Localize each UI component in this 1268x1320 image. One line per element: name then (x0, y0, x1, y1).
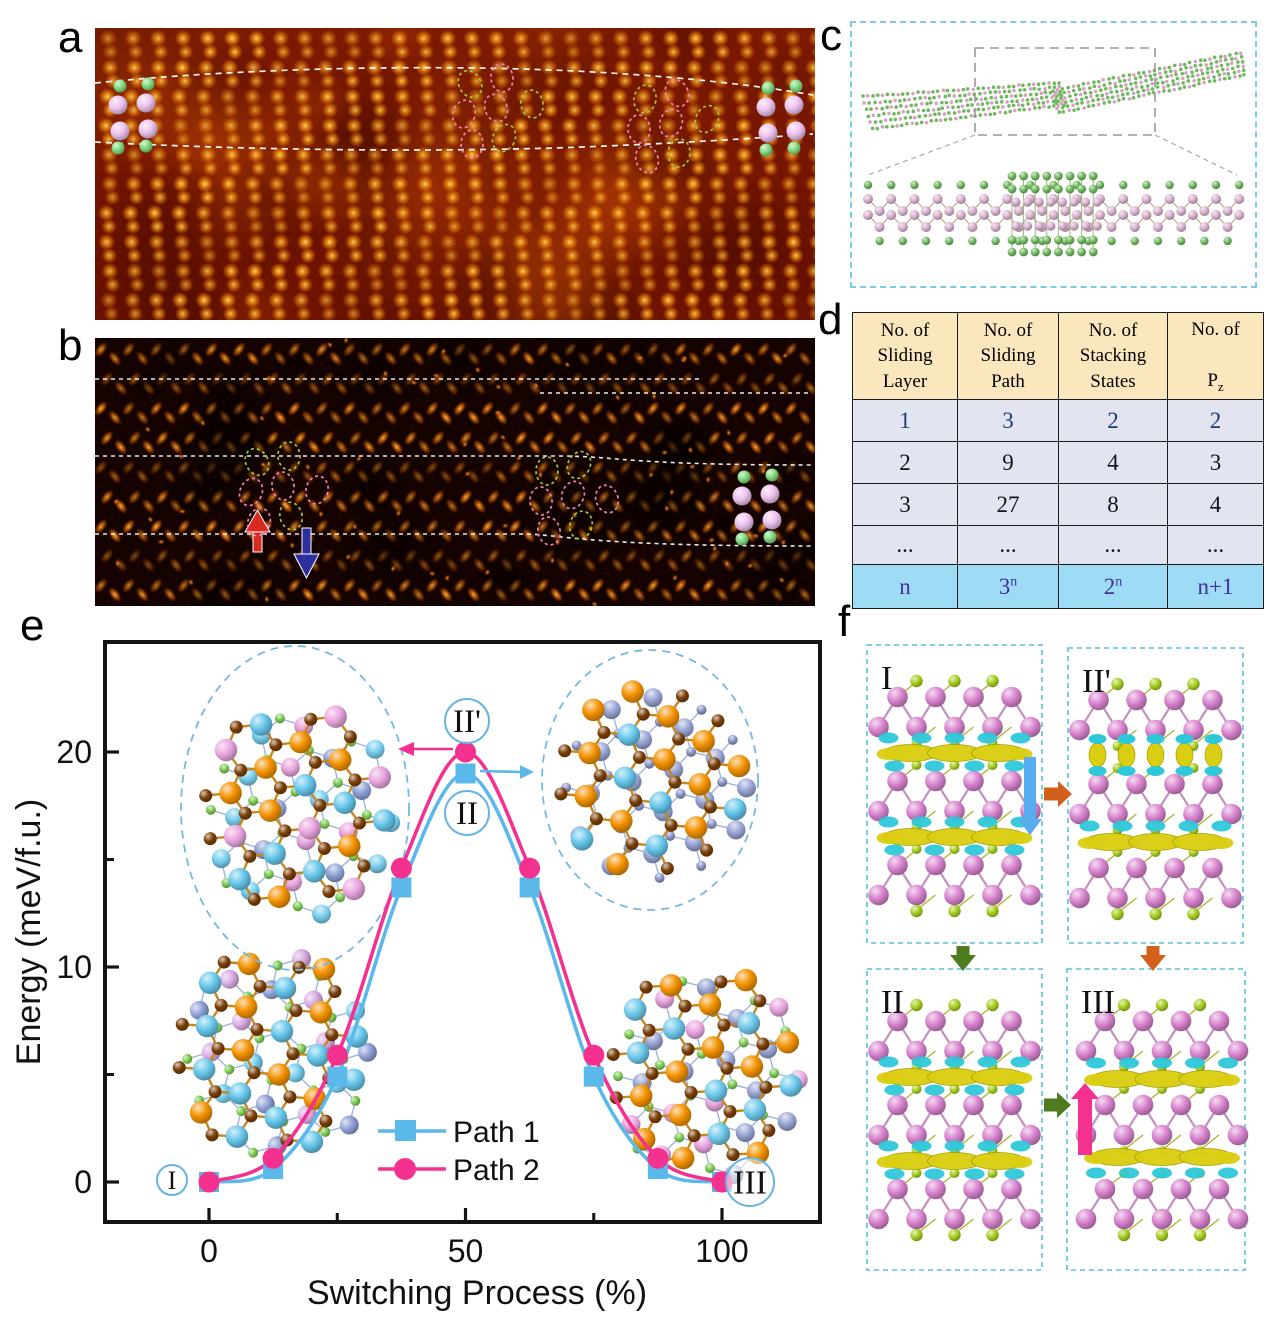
path2-marker (262, 1147, 284, 1169)
panel-c-structure (861, 47, 1246, 257)
panel-b-label: b (58, 321, 83, 370)
state-label: III (733, 1165, 767, 1202)
svg-text:100: 100 (695, 1233, 748, 1269)
path2-marker (390, 857, 412, 879)
panel-a-overlay (94, 63, 814, 174)
f-box-I: I (866, 644, 1043, 944)
legend-path2-label: Path 2 (453, 1154, 540, 1187)
state-label: II (456, 796, 478, 832)
f-box-label: I (881, 660, 892, 697)
table-cell: ... (852, 525, 958, 565)
table-cell: 9 (957, 441, 1059, 484)
col-header-stacking-states: No. of Stacking States (1058, 312, 1168, 400)
f-box-III: III (1066, 968, 1249, 1271)
state-circle (444, 790, 490, 836)
panel-f-structures: I II'II III (866, 644, 1249, 1271)
svg-text:0: 0 (200, 1233, 218, 1269)
panel-a-stem-image (95, 28, 815, 320)
table-row: 3 27 8 4 (852, 483, 1264, 526)
f-box-II: II (866, 968, 1043, 1271)
path2-marker (326, 1044, 348, 1066)
table-cell: 3 (852, 483, 958, 526)
state-label: I (168, 1166, 177, 1195)
state-label: II' (453, 704, 481, 740)
plot-frame (103, 640, 822, 1224)
col-header-sliding-layer: No. of Sliding Layer (852, 312, 958, 400)
orange-right-arrow (1044, 781, 1072, 807)
path1-marker (391, 877, 412, 898)
table-cell: n+1 (1167, 564, 1264, 609)
path2-marker (455, 741, 476, 763)
table-cell: 27 (957, 483, 1059, 526)
hex-cluster-inset (606, 968, 808, 1184)
panel-d-label: d (818, 295, 843, 344)
table-cell: 4 (1058, 441, 1168, 484)
path1-marker (583, 1066, 604, 1087)
table-cell: 2 (1167, 399, 1264, 442)
table-cell: n (852, 564, 958, 609)
f-box-label: II' (1082, 663, 1111, 700)
path2-marker (198, 1171, 220, 1193)
path2-marker (583, 1044, 605, 1066)
svg-text:10: 10 (56, 949, 92, 985)
hex-cluster-inset (199, 705, 401, 924)
svg-text:50: 50 (448, 1233, 484, 1269)
blue-sliding-arrow (1018, 757, 1042, 835)
table-cell: 8 (1058, 483, 1168, 526)
col-header-pz: No. of Pz (1167, 312, 1264, 400)
table-cell: ... (1167, 525, 1264, 565)
x-axis-title: Switching Process (%) (307, 1274, 647, 1312)
table-cell: 3n (957, 564, 1059, 609)
path1-marker (455, 763, 476, 784)
green-right-arrow (1044, 1092, 1071, 1118)
table-cell: 4 (1167, 483, 1264, 526)
chart-legend: Path 1 Path 2 (378, 1116, 540, 1187)
panel-b-overlay (95, 378, 813, 580)
blue-down-arrow (293, 527, 320, 580)
table-row: n 3n 2n n+1 (852, 564, 1264, 609)
panel-b-stem-image (95, 338, 815, 606)
legend-path1-label: Path 1 (453, 1116, 540, 1149)
path2-marker (519, 857, 541, 879)
red-up-arrow (244, 508, 271, 553)
green-down-arrow (950, 946, 976, 971)
arrow-to-right-inset (520, 765, 534, 779)
hex-cluster-inset (554, 680, 756, 883)
path1-marker (327, 1066, 348, 1087)
orange-down-arrow (1140, 946, 1166, 971)
pink-up-arrow (1071, 1083, 1099, 1155)
svg-text:20: 20 (56, 734, 92, 770)
state-circle (444, 698, 490, 744)
table-cell: ... (1058, 525, 1168, 565)
arrow-to-left-inset (398, 742, 414, 756)
sliding-states-table: No. of Sliding Layer No. of Sliding Path… (852, 312, 1264, 609)
panel-c-border-box (850, 21, 1257, 288)
panel-e-chart: 0 50 100 0 10 20 Switching Process (%) Energy (… (10, 640, 822, 1312)
hex-cluster-inset (172, 949, 377, 1158)
f-box-label: II (881, 984, 904, 1021)
table-row: ............ (852, 525, 1264, 565)
state-circle (156, 1164, 188, 1196)
panel-e-label: e (20, 601, 45, 650)
panel-a-label: a (58, 13, 83, 62)
svg-text:0: 0 (74, 1164, 92, 1200)
f-box-label: III (1081, 984, 1115, 1021)
panel-f-label: f (838, 597, 851, 646)
legend-path1-marker (395, 1120, 416, 1141)
table-cell: 2n (1058, 564, 1168, 609)
table-cell: ... (957, 525, 1059, 565)
table-header-row: No. of Sliding Layer No. of Sliding Path… (852, 312, 1264, 400)
y-axis-title: Energy (meV/f.u.) (10, 799, 48, 1065)
legend-path2-marker (394, 1158, 416, 1180)
path2-marker (647, 1147, 669, 1169)
col-header-sliding-path: No. of Sliding Path (957, 312, 1059, 400)
panel-c-label: c (820, 11, 842, 60)
path1-marker (519, 877, 540, 898)
f-box-II': II' (1067, 647, 1244, 944)
state-circle (725, 1157, 775, 1207)
